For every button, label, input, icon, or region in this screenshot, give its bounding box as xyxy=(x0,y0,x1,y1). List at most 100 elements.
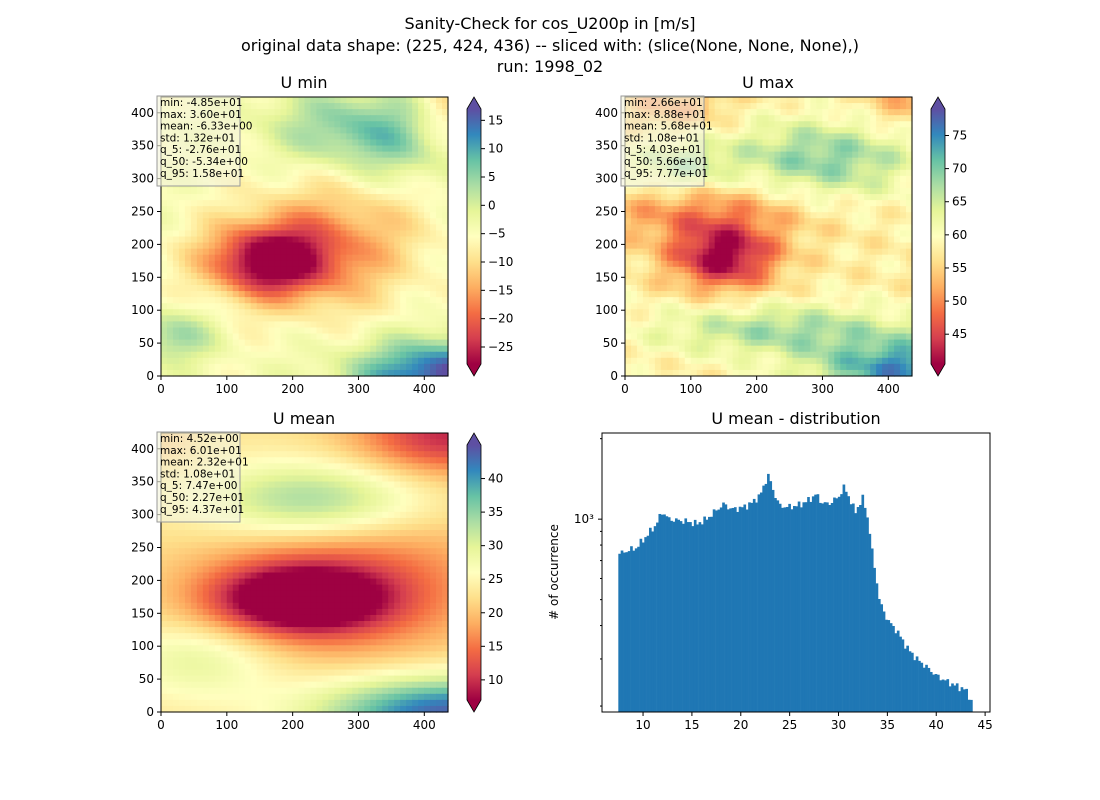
heatmap-cell xyxy=(822,297,829,304)
heatmap-cell xyxy=(834,230,841,238)
heatmap-cell xyxy=(256,493,264,501)
heatmap-cell xyxy=(310,469,318,477)
heatmap-cell xyxy=(852,285,859,292)
heatmap-cell xyxy=(858,127,865,134)
heatmap-cell xyxy=(412,103,419,110)
heatmap-cell xyxy=(804,291,811,298)
heatmap-cell xyxy=(352,433,359,440)
heatmap-cell xyxy=(364,103,371,110)
heatmap-cell xyxy=(780,194,788,201)
heatmap-cell xyxy=(388,260,395,268)
heatmap-cell xyxy=(412,236,419,244)
heatmap-cell xyxy=(196,260,204,268)
heatmap-cell xyxy=(822,200,829,207)
heatmap-cell xyxy=(370,457,377,464)
heatmap-cell xyxy=(816,206,823,213)
heatmap-cell xyxy=(262,457,270,464)
heatmap-cell xyxy=(406,145,413,153)
heatmap-cell xyxy=(340,333,347,341)
heatmap-cell xyxy=(834,97,841,104)
heatmap-cell xyxy=(394,475,401,483)
heatmap-cell xyxy=(756,363,764,371)
heatmap-cell xyxy=(756,163,764,171)
heatmap-cell xyxy=(280,475,288,483)
heatmap-cell xyxy=(388,133,395,141)
heatmap-cell xyxy=(816,212,823,219)
heatmap-cell xyxy=(756,248,764,256)
heatmap-cell xyxy=(172,291,180,298)
heatmap-cell xyxy=(642,357,650,365)
heatmap-cell xyxy=(625,297,632,304)
heatmap-cell xyxy=(256,181,264,189)
heatmap-cell xyxy=(816,133,823,141)
heatmap-cell xyxy=(834,157,841,165)
heatmap-cell xyxy=(310,433,318,440)
heatmap-cell xyxy=(666,285,674,292)
heatmap-cell xyxy=(280,236,288,244)
heatmap-cell xyxy=(310,169,318,177)
heatmap-cell xyxy=(876,291,883,298)
heatmap-cell xyxy=(340,339,347,347)
heatmap-cell xyxy=(906,285,913,292)
heatmap-cell xyxy=(678,200,686,207)
heatmap-cell xyxy=(376,200,383,207)
heatmap-cell xyxy=(316,127,324,134)
heatmap-cell xyxy=(684,309,692,316)
heatmap-cell xyxy=(268,333,276,341)
heatmap-cell xyxy=(292,151,300,159)
heatmap-cell xyxy=(726,194,734,201)
heatmap-cell xyxy=(250,139,258,147)
heatmap-cell xyxy=(256,139,264,147)
heatmap-cell xyxy=(436,457,443,464)
heatmap-cell xyxy=(720,242,728,250)
heatmap-cell xyxy=(636,230,644,238)
heatmap-cell xyxy=(418,97,425,104)
heatmap-cell xyxy=(436,230,443,238)
heatmap-cell xyxy=(732,139,740,147)
heatmap-cell xyxy=(774,357,782,365)
heatmap-cell xyxy=(184,272,192,280)
heatmap-cell xyxy=(286,169,294,177)
heatmap-cell xyxy=(852,369,859,377)
heatmap-cell xyxy=(648,194,656,201)
heatmap-cell xyxy=(888,224,895,232)
heatmap-cell xyxy=(906,351,913,359)
heatmap-cell xyxy=(900,175,907,183)
heatmap-cell xyxy=(774,224,782,232)
heatmap-cell xyxy=(358,139,365,147)
heatmap-cell xyxy=(816,315,823,323)
heatmap-cell xyxy=(774,303,782,310)
heatmap-cell xyxy=(412,151,419,159)
heatmap-cell xyxy=(798,297,805,304)
heatmap-cell xyxy=(370,487,377,495)
heatmap-cell xyxy=(894,127,901,134)
heatmap-cell xyxy=(226,260,234,268)
heatmap-cell xyxy=(690,297,698,304)
heatmap-cell xyxy=(178,260,186,268)
heatmap-cell xyxy=(750,212,758,219)
heatmap-cell xyxy=(424,224,431,232)
heatmap-cell xyxy=(370,321,377,329)
heatmap-cell xyxy=(810,363,817,371)
heatmap-cell xyxy=(864,103,871,110)
heatmap-cell xyxy=(238,157,246,165)
heatmap-cell xyxy=(672,291,680,298)
heatmap-cell xyxy=(672,339,680,347)
heatmap-cell xyxy=(370,175,377,183)
heatmap-cell xyxy=(840,303,847,310)
heatmap-cell xyxy=(864,266,871,274)
heatmap-cell xyxy=(684,345,692,353)
heatmap-cell xyxy=(250,351,258,359)
heatmap-cell xyxy=(370,127,377,134)
heatmap-cell xyxy=(726,369,734,377)
heatmap-cell xyxy=(852,254,859,262)
heatmap-cell xyxy=(346,151,353,159)
heatmap-cell xyxy=(744,109,752,116)
heatmap-cell xyxy=(834,321,841,329)
heatmap-cell xyxy=(244,351,252,359)
heatmap-cell xyxy=(340,157,347,165)
heatmap-cell xyxy=(822,327,829,335)
heatmap-cell xyxy=(430,181,437,189)
heatmap-cell xyxy=(774,97,782,104)
heatmap-cell xyxy=(190,230,198,238)
